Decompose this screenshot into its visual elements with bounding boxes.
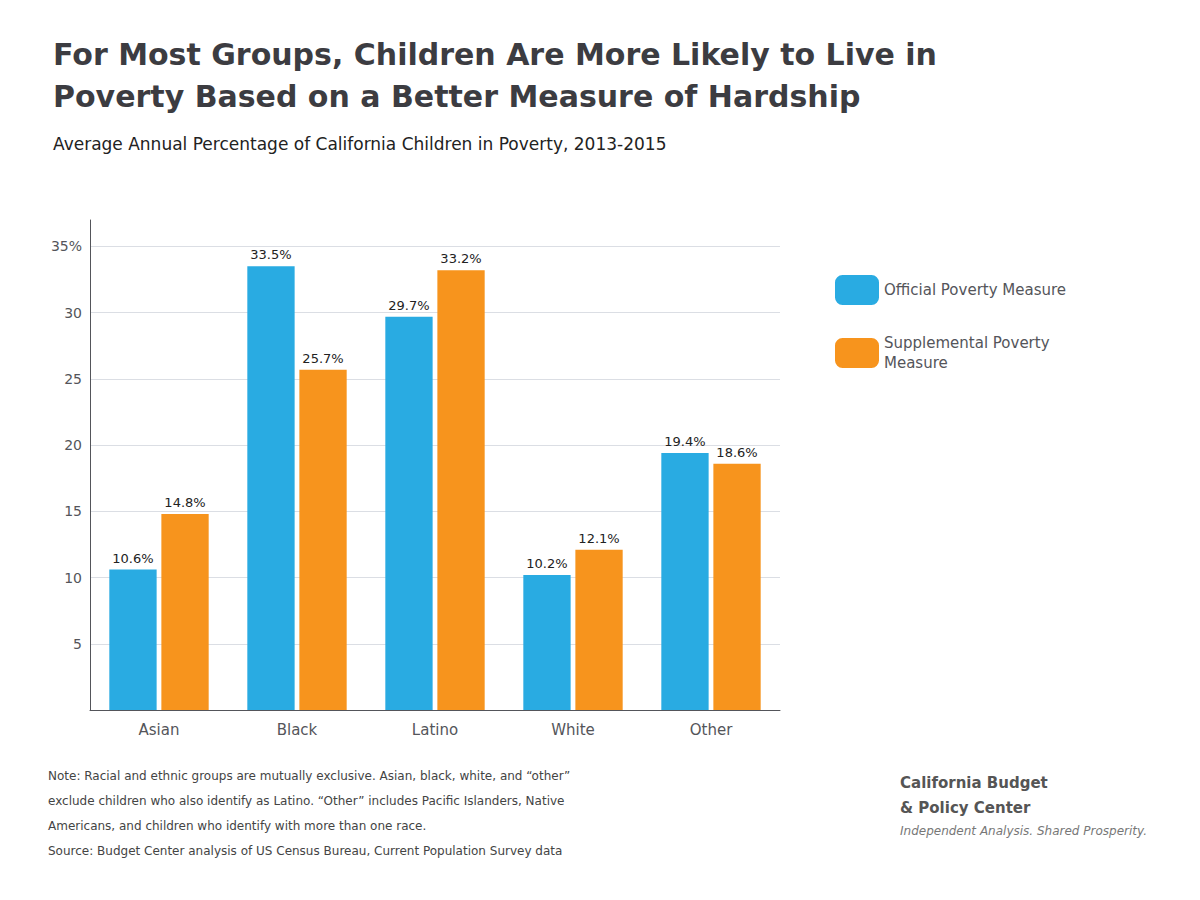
svg-text:10.6%: 10.6% [112, 551, 153, 566]
svg-text:10.2%: 10.2% [526, 556, 567, 571]
svg-text:20: 20 [64, 437, 82, 453]
svg-text:& Policy Center: & Policy Center [900, 799, 1031, 817]
svg-text:Measure: Measure [884, 354, 948, 372]
svg-text:For Most Groups, Children Are: For Most Groups, Children Are More Likel… [53, 37, 937, 72]
svg-text:Black: Black [277, 721, 318, 739]
svg-text:10: 10 [64, 570, 82, 586]
svg-text:19.4%: 19.4% [664, 434, 705, 449]
svg-text:California Budget: California Budget [900, 774, 1048, 792]
svg-text:Latino: Latino [412, 721, 458, 739]
svg-text:Official Poverty Measure: Official Poverty Measure [884, 281, 1066, 299]
svg-text:29.7%: 29.7% [388, 298, 429, 313]
svg-text:33.5%: 33.5% [250, 247, 291, 262]
svg-text:Independent Analysis. Shared P: Independent Analysis. Shared Prosperity. [900, 824, 1147, 838]
svg-text:Source: Budget Center analysis: Source: Budget Center analysis of US Cen… [48, 844, 562, 858]
svg-text:33.2%: 33.2% [440, 251, 481, 266]
svg-text:5: 5 [73, 636, 82, 652]
svg-text:Poverty Based on a Better Meas: Poverty Based on a Better Measure of Har… [53, 79, 860, 114]
svg-text:35%: 35% [51, 238, 82, 254]
svg-text:25.7%: 25.7% [302, 351, 343, 366]
svg-text:White: White [551, 721, 595, 739]
svg-text:12.1%: 12.1% [578, 531, 619, 546]
svg-text:exclude children who also iden: exclude children who also identify as La… [48, 794, 564, 808]
svg-text:18.6%: 18.6% [716, 445, 757, 460]
svg-text:15: 15 [64, 503, 82, 519]
svg-text:Americans, and children who id: Americans, and children who identify wit… [48, 819, 426, 833]
svg-text:Note: Racial and ethnic groups: Note: Racial and ethnic groups are mutua… [48, 769, 570, 783]
svg-text:30: 30 [64, 305, 82, 321]
svg-text:Asian: Asian [139, 721, 180, 739]
svg-text:Average Annual Percentage of C: Average Annual Percentage of California … [53, 134, 666, 154]
svg-text:Other: Other [690, 721, 733, 739]
svg-text:25: 25 [64, 371, 82, 387]
svg-text:14.8%: 14.8% [164, 495, 205, 510]
svg-text:Supplemental Poverty: Supplemental Poverty [884, 334, 1050, 352]
